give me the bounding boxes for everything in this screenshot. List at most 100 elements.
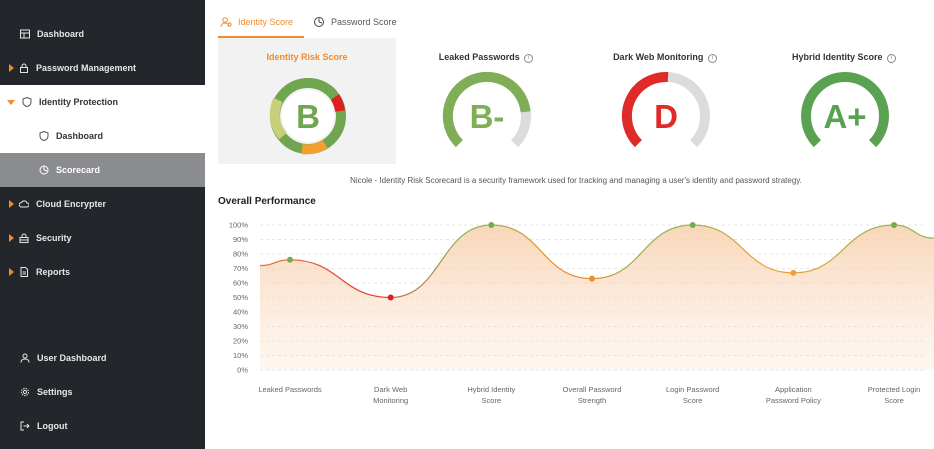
sidebar-item-password-management[interactable]: Password Management: [0, 51, 205, 85]
dark-web-gauge: D: [621, 71, 710, 148]
data-point[interactable]: [287, 256, 293, 263]
score-title: Leaked Passwords i: [397, 52, 575, 63]
sidebar-item-label: Dashboard: [37, 29, 85, 39]
chevron-right-icon: [9, 64, 14, 72]
sidebar-item-label: Scorecard: [56, 165, 101, 175]
x-axis: Leaked Passwords Dark Web Monitoring Hybrid…: [258, 385, 920, 405]
score-title: Hybrid Identity Score i: [755, 52, 933, 63]
x-tick-label: Leaked Passwords: [258, 385, 322, 394]
y-tick-label: 90%: [233, 235, 248, 244]
x-tick-label: Protected Login: [868, 385, 921, 394]
data-point[interactable]: [891, 222, 897, 228]
sidebar-item-label: Dashboard: [56, 131, 104, 141]
score-card-leaked-passwords: Leaked Passwords i B-: [397, 38, 575, 164]
chevron-down-icon: [7, 99, 15, 105]
hybrid-identity-gauge: A+: [801, 72, 889, 148]
dashboard-icon: [19, 28, 31, 40]
score-card-identity-risk: Identity Risk Score B: [218, 38, 396, 164]
tab-identity-score[interactable]: Identity Score: [218, 8, 295, 36]
y-tick-label: 20%: [233, 337, 248, 346]
y-tick-label: 70%: [233, 264, 248, 273]
sidebar-item-label: Reports: [36, 267, 71, 277]
shield-icon: [21, 96, 33, 108]
tab-password-score[interactable]: Password Score: [311, 8, 399, 36]
user-icon: [19, 352, 31, 364]
y-tick-label: 60%: [233, 279, 248, 288]
chart-area-fill: [260, 225, 934, 370]
sidebar-item-label: Password Management: [36, 63, 137, 73]
sidebar-item-reports[interactable]: Reports: [0, 255, 205, 289]
active-tab-indicator: [218, 36, 304, 38]
report-icon: [18, 266, 30, 278]
overall-performance-chart: 0% 10% 20% 30% 40% 50% 60% 70% 80% 90% 100% Leaked…: [229, 221, 934, 405]
score-card-hybrid-identity: Hybrid Identity Score i A+: [755, 38, 933, 164]
sidebar: Dashboard Password Management Identity P…: [0, 0, 205, 449]
y-tick-label: 10%: [233, 351, 248, 360]
leaked-passwords-gauge: B-: [442, 71, 531, 148]
sidebar-item-settings[interactable]: Settings: [0, 375, 205, 409]
sidebar-item-label: Cloud Encrypter: [36, 199, 107, 209]
score-title-text: Dark Web Monitoring: [613, 52, 704, 62]
score-title: Dark Web Monitoring i: [576, 52, 754, 63]
chevron-right-icon: [9, 268, 14, 276]
data-point[interactable]: [790, 269, 797, 276]
data-point[interactable]: [589, 275, 595, 282]
data-point[interactable]: [387, 294, 394, 301]
security-icon: [18, 232, 30, 244]
chevron-right-icon: [9, 234, 14, 242]
x-tick-label: Application: [775, 385, 812, 394]
tab-label: Password Score: [331, 17, 397, 27]
cloud-icon: [18, 198, 30, 210]
y-tick-label: 30%: [233, 322, 248, 331]
y-tick-label: 50%: [233, 293, 248, 302]
y-tick-label: 0%: [237, 366, 248, 375]
overall-performance-title: Overall Performance: [218, 196, 316, 207]
x-tick-label: Password Policy: [766, 396, 821, 405]
logout-icon: [19, 420, 31, 432]
info-icon[interactable]: i: [524, 54, 534, 63]
sidebar-item-sub-dashboard[interactable]: Dashboard: [0, 119, 205, 153]
identity-icon: [220, 16, 232, 28]
chevron-right-icon: [9, 200, 14, 208]
x-tick-label: Dark Web: [374, 385, 407, 394]
y-axis: 0% 10% 20% 30% 40% 50% 60% 70% 80% 90% 100%: [229, 221, 249, 375]
sidebar-item-security[interactable]: Security: [0, 221, 205, 255]
info-icon[interactable]: i: [707, 54, 717, 63]
x-tick-label: Monitoring: [373, 396, 408, 405]
password-icon: [313, 16, 325, 28]
y-tick-label: 40%: [233, 308, 248, 317]
sidebar-item-logout[interactable]: Logout: [0, 409, 205, 443]
sidebar-item-scorecard[interactable]: Scorecard: [0, 153, 205, 187]
x-tick-label: Score: [683, 396, 703, 405]
x-tick-label: Hybrid Identity: [467, 385, 515, 394]
x-tick-label: Score: [884, 396, 904, 405]
sidebar-item-label: User Dashboard: [37, 353, 107, 363]
data-point[interactable]: [689, 222, 696, 228]
info-icon[interactable]: i: [887, 54, 897, 63]
gear-icon: [19, 386, 31, 398]
sidebar-item-label: Identity Protection: [39, 97, 119, 107]
lock-icon: [18, 62, 30, 74]
data-point[interactable]: [488, 222, 495, 228]
identity-risk-donut: B: [269, 78, 346, 155]
score-card-dark-web-monitoring: Dark Web Monitoring i D: [576, 38, 754, 164]
tab-bar: Identity Score Password Score: [218, 8, 415, 36]
y-tick-label: 100%: [229, 221, 249, 230]
sidebar-item-dashboard[interactable]: Dashboard: [0, 17, 205, 51]
score-grade: B-: [470, 98, 505, 135]
sidebar-item-identity-protection[interactable]: Identity Protection: [0, 85, 205, 119]
x-tick-label: Strength: [578, 396, 606, 405]
score-grade: B: [296, 98, 320, 135]
sidebar-item-user-dashboard[interactable]: User Dashboard: [0, 341, 205, 375]
x-tick-label: Score: [482, 396, 502, 405]
score-title-text: Hybrid Identity Score: [791, 52, 883, 62]
x-tick-label: Overall Password: [563, 385, 622, 394]
sidebar-item-label: Settings: [37, 387, 73, 397]
x-tick-label: Login Password: [666, 385, 719, 394]
score-grade: A+: [823, 98, 866, 135]
y-tick-label: 80%: [233, 250, 248, 259]
score-title-text: Leaked Passwords: [438, 52, 520, 62]
sidebar-item-cloud-encrypter[interactable]: Cloud Encrypter: [0, 187, 205, 221]
score-grade: D: [654, 98, 678, 135]
tab-label: Identity Score: [238, 17, 294, 27]
